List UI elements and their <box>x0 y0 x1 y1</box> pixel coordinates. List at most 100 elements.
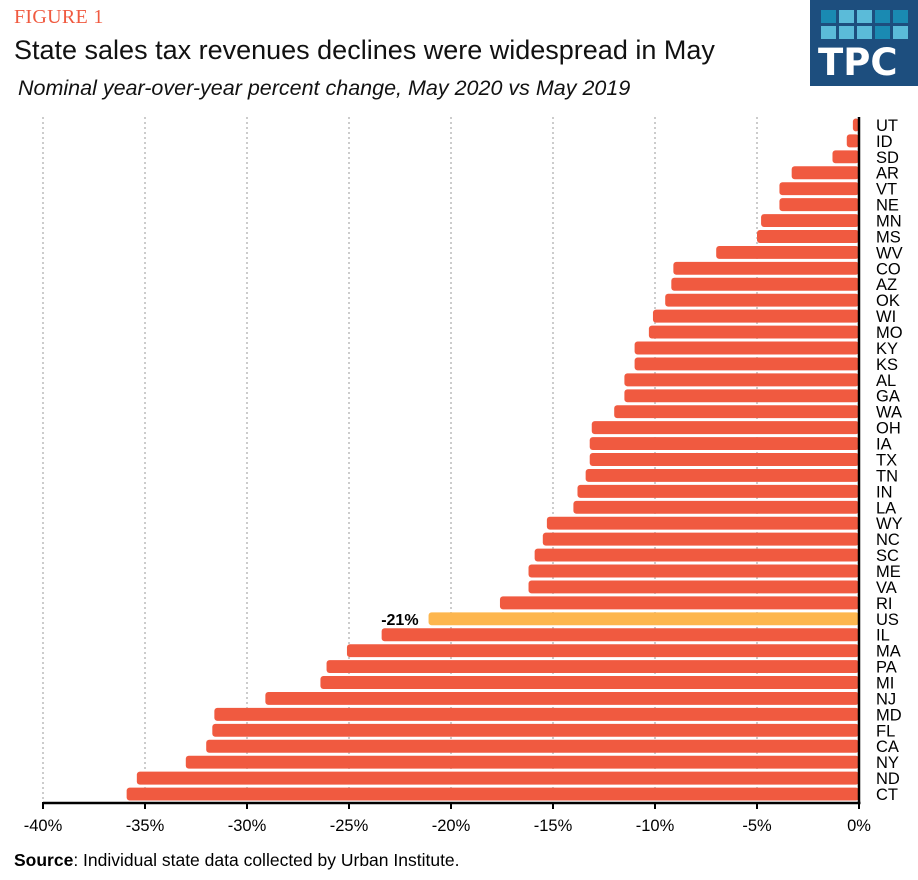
logo-square <box>857 10 872 23</box>
tpc-logo: TPC <box>810 0 918 86</box>
x-tick-label: -35% <box>126 817 165 835</box>
category-label: WI <box>876 308 896 326</box>
category-label: MO <box>876 324 903 342</box>
category-label: KS <box>876 356 898 374</box>
logo-square <box>821 26 836 39</box>
category-label: RI <box>876 595 893 613</box>
category-label: NJ <box>876 690 896 708</box>
bar-ne <box>779 198 859 212</box>
source-note: Source: Individual state data collected … <box>14 850 460 871</box>
bar-az <box>671 277 859 291</box>
bar-ny <box>185 755 860 769</box>
bar-id <box>846 134 859 148</box>
category-label: SD <box>876 149 899 167</box>
bar-sc <box>534 548 859 562</box>
bars <box>126 118 860 801</box>
category-label: CO <box>876 260 901 278</box>
category-label: GA <box>876 388 900 406</box>
category-label: TX <box>876 451 897 469</box>
category-label: IA <box>876 436 892 454</box>
category-label: IN <box>876 483 893 501</box>
bar-oh <box>591 421 859 435</box>
logo-square <box>857 26 872 39</box>
bar-ca <box>206 739 859 753</box>
bar-fl <box>212 723 859 737</box>
category-label: OK <box>876 292 900 310</box>
bar-vt <box>779 182 859 196</box>
bar-mo <box>648 325 859 339</box>
axes <box>42 117 861 809</box>
x-tick-label: -5% <box>742 817 772 835</box>
category-label: MI <box>876 674 894 692</box>
chart-title: State sales tax revenues declines were w… <box>14 35 715 65</box>
bar-va <box>528 580 859 594</box>
chart-subtitle: Nominal year-over-year percent change, M… <box>18 76 631 100</box>
bar-ok <box>665 293 859 307</box>
category-label: SC <box>876 547 899 565</box>
category-label: US <box>876 611 899 629</box>
bar-wy <box>546 516 859 530</box>
bar-wa <box>614 405 859 419</box>
bar-ga <box>624 389 859 403</box>
bar-nj <box>265 691 859 705</box>
category-label: ID <box>876 133 893 151</box>
category-label: CT <box>876 786 898 804</box>
bar-mn <box>761 214 859 228</box>
category-label: WY <box>876 515 903 533</box>
logo-square <box>893 10 908 23</box>
x-tick-label: -40% <box>24 817 63 835</box>
category-label: KY <box>876 340 898 358</box>
bar-ri <box>499 596 859 610</box>
logo-square <box>821 10 836 23</box>
category-label: ND <box>876 770 900 788</box>
logo-square <box>839 26 854 39</box>
source-label: Source <box>14 850 74 870</box>
category-label: AR <box>876 165 899 183</box>
category-label: MS <box>876 228 901 246</box>
category-label: MA <box>876 643 901 661</box>
category-label: NC <box>876 531 900 549</box>
category-label: FL <box>876 722 895 740</box>
category-label: WA <box>876 404 902 422</box>
logo-text: TPC <box>818 41 898 84</box>
bar-sd <box>832 150 859 164</box>
x-tick-label: -15% <box>534 817 573 835</box>
category-label: PA <box>876 659 897 677</box>
category-label: CA <box>876 738 899 756</box>
x-tick-label: -30% <box>228 817 267 835</box>
bar-nd <box>136 771 860 785</box>
x-tick-label: -10% <box>636 817 675 835</box>
category-label: NY <box>876 754 899 772</box>
bar-ut <box>852 118 859 132</box>
bar-wv <box>716 245 859 259</box>
labels: UTIDSDARVTNEMNMSWVCOAZOKWIMOKYKSALGAWAOH… <box>24 117 903 835</box>
category-label: AL <box>876 372 896 390</box>
bar-highlight-us <box>428 612 859 626</box>
bar-nc <box>542 532 859 546</box>
bar-il <box>381 628 859 642</box>
bar-tx <box>589 453 859 466</box>
bar-co <box>673 261 859 275</box>
bar-in <box>577 484 859 498</box>
bar-md <box>214 707 860 721</box>
source-text: : Individual state data collected by Urb… <box>73 850 460 870</box>
bar-tn <box>585 468 859 482</box>
category-label: LA <box>876 499 896 517</box>
category-label: AZ <box>876 276 897 294</box>
logo-square <box>893 26 908 39</box>
figure-label: FIGURE 1 <box>14 6 104 28</box>
category-label: UT <box>876 117 898 135</box>
bar-pa <box>326 660 859 674</box>
bar-la <box>573 500 859 514</box>
bar-ky <box>634 341 859 355</box>
bar-ar <box>791 166 859 180</box>
bar-ms <box>757 230 859 243</box>
category-label: OH <box>876 420 901 438</box>
category-label: NE <box>876 197 899 215</box>
annotation-label: -21% <box>381 612 418 629</box>
logo-square <box>839 10 854 23</box>
category-label: IL <box>876 627 890 645</box>
bar-ma <box>346 644 860 658</box>
category-label: MD <box>876 706 902 724</box>
